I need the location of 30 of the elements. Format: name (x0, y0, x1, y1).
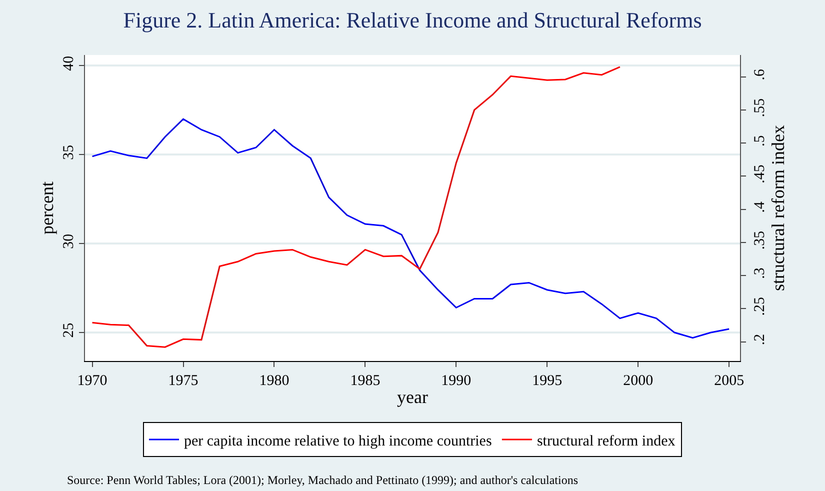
y2-tick-label: .5 (752, 135, 768, 146)
y2-axis-title: structural reform index (768, 125, 788, 291)
chart-title: Figure 2. Latin America: Relative Income and Structural Reforms (123, 8, 702, 33)
y-axis-title: percent (37, 182, 58, 234)
x-tick-label: 1980 (259, 373, 290, 389)
y2-tick-label: .25 (752, 297, 768, 316)
y2-tick-label: .55 (752, 98, 768, 118)
x-tick-label: 1985 (350, 373, 380, 389)
y2-tick-label: .3 (752, 268, 768, 279)
x-tick-label: 1975 (168, 373, 198, 389)
legend-label: structural reform index (536, 433, 676, 450)
x-tick-label: 1990 (441, 373, 472, 389)
x-tick-label: 1970 (77, 373, 108, 389)
y-tick-label: 25 (61, 322, 77, 338)
y-tick-label: 40 (61, 56, 77, 71)
x-tick-label: 2005 (714, 373, 744, 389)
y-tick-label: 35 (61, 144, 77, 160)
y2-tick-label: .45 (752, 164, 768, 184)
line-series (92, 118, 730, 339)
y2-tick-label: .2 (752, 334, 768, 346)
x-tick-label: 2000 (623, 373, 654, 389)
y2-tick-label: .4 (752, 200, 768, 213)
legend-label: per capita income relative to high income countries (184, 433, 492, 450)
x-tick-label: 1995 (532, 373, 562, 389)
x-axis-title: year (397, 387, 428, 408)
y2-tick-label: .6 (752, 68, 768, 80)
y2-tick-label: .35 (752, 230, 768, 250)
line-series (92, 66, 621, 348)
y-tick-label: 30 (61, 234, 77, 249)
source-note: Source: Penn World Tables; Lora (2001); Morley, Machado and Pettinato (1999); and author's calculations (67, 473, 578, 487)
